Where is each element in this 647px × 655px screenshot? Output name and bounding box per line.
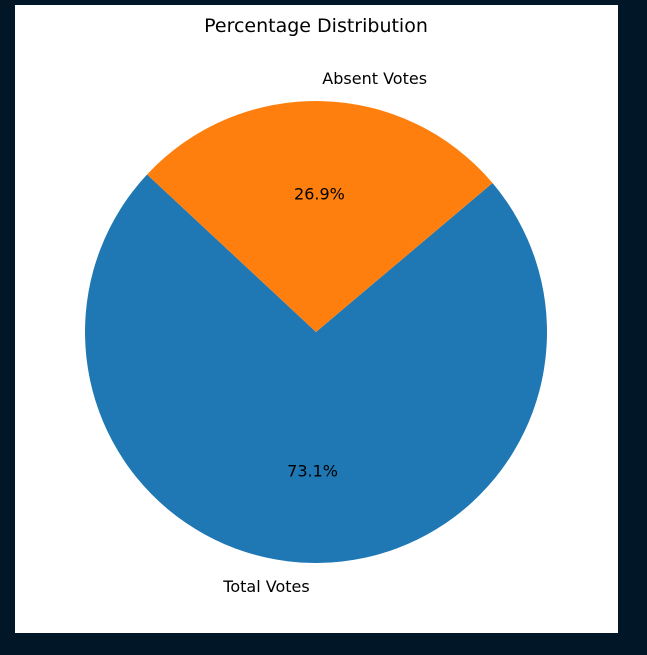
- chart-frame: Percentage Distribution 73.1% Total Votes…: [15, 5, 618, 633]
- pie-slices: [84, 101, 548, 563]
- pie-slice-absent-votes: [147, 101, 493, 333]
- pie-category-label: Total Votes: [222, 577, 309, 596]
- chart-title: Percentage Distribution: [204, 15, 428, 37]
- pie-category-label: Absent Votes: [322, 69, 427, 88]
- pie-chart: Percentage Distribution 73.1% Total Votes…: [84, 15, 548, 596]
- pie-slice-total-votes: [84, 174, 548, 563]
- pie-percent-label: 73.1%: [287, 462, 338, 481]
- pie-labels: 73.1% Total Votes 26.9% Absent Votes: [222, 69, 427, 596]
- pie-percent-label: 26.9%: [294, 184, 345, 203]
